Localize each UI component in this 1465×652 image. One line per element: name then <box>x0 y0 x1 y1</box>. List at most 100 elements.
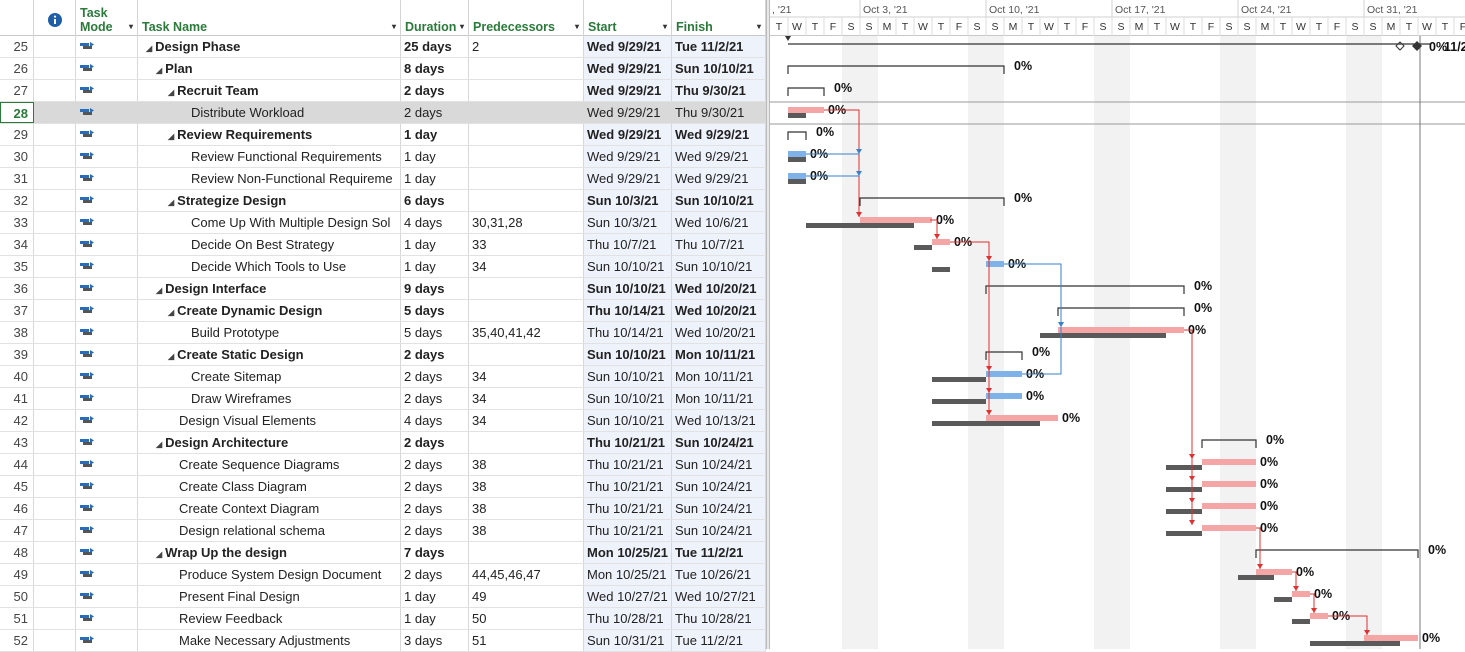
row-id[interactable]: 38 <box>0 322 34 343</box>
task-row[interactable]: 51 Review Feedback 1 day 50 Thu 10/28/21 Thu … <box>0 608 766 630</box>
task-row[interactable]: 34 Decide On Best Strategy 1 day 33 Thu 10/7… <box>0 234 766 256</box>
task-name-cell[interactable]: Design Visual Elements <box>138 410 401 431</box>
finish-cell[interactable]: Sun 10/24/21 <box>672 476 766 497</box>
row-id-header[interactable] <box>0 0 34 36</box>
start-cell[interactable]: Thu 10/14/21 <box>584 322 672 343</box>
duration-cell[interactable]: 3 days <box>401 630 469 651</box>
finish-cell[interactable]: Tue 11/2/21 <box>672 542 766 563</box>
start-cell[interactable]: Thu 10/21/21 <box>584 498 672 519</box>
row-id[interactable]: 26 <box>0 58 34 79</box>
start-cell[interactable]: Sun 10/10/21 <box>584 344 672 365</box>
indicator-cell[interactable] <box>34 58 76 79</box>
finish-cell[interactable]: Wed 10/6/21 <box>672 212 766 233</box>
duration-cell[interactable]: 1 day <box>401 168 469 189</box>
task-mode-cell[interactable] <box>76 344 138 365</box>
predecessors-cell[interactable] <box>469 344 584 365</box>
predecessors-cell[interactable]: 38 <box>469 476 584 497</box>
finish-cell[interactable]: Wed 9/29/21 <box>672 124 766 145</box>
task-name-cell[interactable]: Create Sequence Diagrams <box>138 454 401 475</box>
start-cell[interactable]: Wed 9/29/21 <box>584 102 672 123</box>
task-mode-cell[interactable] <box>76 608 138 629</box>
predecessors-cell[interactable]: 34 <box>469 410 584 431</box>
task-name-cell[interactable]: Draw Wireframes <box>138 388 401 409</box>
start-cell[interactable]: Sun 10/10/21 <box>584 366 672 387</box>
task-name-cell[interactable]: Make Necessary Adjustments <box>138 630 401 651</box>
predecessors-cell[interactable] <box>469 102 584 123</box>
start-cell[interactable]: Thu 10/21/21 <box>584 432 672 453</box>
predecessors-cell[interactable]: 34 <box>469 256 584 277</box>
row-id[interactable]: 51 <box>0 608 34 629</box>
indicator-cell[interactable] <box>34 630 76 651</box>
task-name-cell[interactable]: ◢ Create Static Design <box>138 344 401 365</box>
duration-cell[interactable]: 8 days <box>401 58 469 79</box>
start-cell[interactable]: Mon 10/25/21 <box>584 542 672 563</box>
predecessors-cell[interactable]: 34 <box>469 388 584 409</box>
finish-cell[interactable]: Wed 10/13/21 <box>672 410 766 431</box>
task-name-cell[interactable]: Decide On Best Strategy <box>138 234 401 255</box>
predecessors-cell[interactable] <box>469 432 584 453</box>
duration-cell[interactable]: 9 days <box>401 278 469 299</box>
task-row[interactable]: 45 Create Class Diagram 2 days 38 Thu 10/21/… <box>0 476 766 498</box>
finish-cell[interactable]: Thu 9/30/21 <box>672 80 766 101</box>
duration-cell[interactable]: 1 day <box>401 256 469 277</box>
collapse-icon[interactable]: ◢ <box>156 440 163 449</box>
row-id[interactable]: 40 <box>0 366 34 387</box>
duration-cell[interactable]: 2 days <box>401 344 469 365</box>
finish-cell[interactable]: Mon 10/11/21 <box>672 366 766 387</box>
start-cell[interactable]: Wed 9/29/21 <box>584 124 672 145</box>
indicator-cell[interactable] <box>34 344 76 365</box>
predecessors-cell[interactable] <box>469 300 584 321</box>
start-cell[interactable]: Thu 10/21/21 <box>584 520 672 541</box>
task-row[interactable]: 39 ◢ Create Static Design 2 days Sun 10/10/2… <box>0 344 766 366</box>
finish-cell[interactable]: Sun 10/10/21 <box>672 256 766 277</box>
duration-header[interactable]: Duration ▾ <box>401 0 469 36</box>
indicator-cell[interactable] <box>34 476 76 497</box>
task-row[interactable]: 50 Present Final Design 1 day 49 Wed 10/27/2… <box>0 586 766 608</box>
predecessors-cell[interactable] <box>469 146 584 167</box>
predecessors-cell[interactable] <box>469 168 584 189</box>
finish-cell[interactable]: Sun 10/24/21 <box>672 498 766 519</box>
predecessors-cell[interactable] <box>469 278 584 299</box>
finish-cell[interactable]: Mon 10/11/21 <box>672 344 766 365</box>
start-cell[interactable]: Thu 10/21/21 <box>584 454 672 475</box>
duration-cell[interactable]: 2 days <box>401 564 469 585</box>
indicator-cell[interactable] <box>34 168 76 189</box>
predecessors-cell[interactable] <box>469 190 584 211</box>
indicator-cell[interactable] <box>34 366 76 387</box>
task-mode-dropdown-icon[interactable]: ▾ <box>128 22 133 31</box>
task-name-cell[interactable]: ◢ Design Architecture <box>138 432 401 453</box>
indicator-cell[interactable] <box>34 124 76 145</box>
indicator-cell[interactable] <box>34 146 76 167</box>
task-row[interactable]: 41 Draw Wireframes 2 days 34 Sun 10/10/21 Mon… <box>0 388 766 410</box>
predecessors-header[interactable]: Predecessors ▾ <box>469 0 584 36</box>
indicator-cell[interactable] <box>34 36 76 57</box>
collapse-icon[interactable]: ◢ <box>156 286 163 295</box>
task-name-header[interactable]: Task Name ▾ <box>138 0 401 36</box>
task-mode-cell[interactable] <box>76 256 138 277</box>
collapse-icon[interactable]: ◢ <box>168 88 175 97</box>
predecessors-cell[interactable] <box>469 542 584 563</box>
row-id[interactable]: 37 <box>0 300 34 321</box>
finish-header[interactable]: Finish ▾ <box>672 0 766 36</box>
duration-cell[interactable]: 1 day <box>401 608 469 629</box>
task-name-cell[interactable]: ◢ Strategize Design <box>138 190 401 211</box>
task-mode-cell[interactable] <box>76 630 138 651</box>
predecessors-cell[interactable] <box>469 58 584 79</box>
row-id[interactable]: 47 <box>0 520 34 541</box>
start-cell[interactable]: Thu 10/7/21 <box>584 234 672 255</box>
task-mode-cell[interactable] <box>76 564 138 585</box>
task-mode-cell[interactable] <box>76 300 138 321</box>
start-cell[interactable]: Wed 9/29/21 <box>584 80 672 101</box>
finish-cell[interactable]: Sun 10/24/21 <box>672 454 766 475</box>
predecessors-cell[interactable]: 38 <box>469 454 584 475</box>
indicators-header[interactable] <box>34 0 76 36</box>
task-name-dropdown-icon[interactable]: ▾ <box>391 22 396 31</box>
task-mode-cell[interactable] <box>76 124 138 145</box>
task-name-cell[interactable]: ◢ Create Dynamic Design <box>138 300 401 321</box>
row-id[interactable]: 33 <box>0 212 34 233</box>
duration-cell[interactable]: 4 days <box>401 212 469 233</box>
task-row[interactable]: 30 Review Functional Requirements 1 day Wed… <box>0 146 766 168</box>
task-row[interactable]: 47 Design relational schema 2 days 38 Thu 10… <box>0 520 766 542</box>
task-row[interactable]: 42 Design Visual Elements 4 days 34 Sun 10/1… <box>0 410 766 432</box>
row-id[interactable]: 43 <box>0 432 34 453</box>
